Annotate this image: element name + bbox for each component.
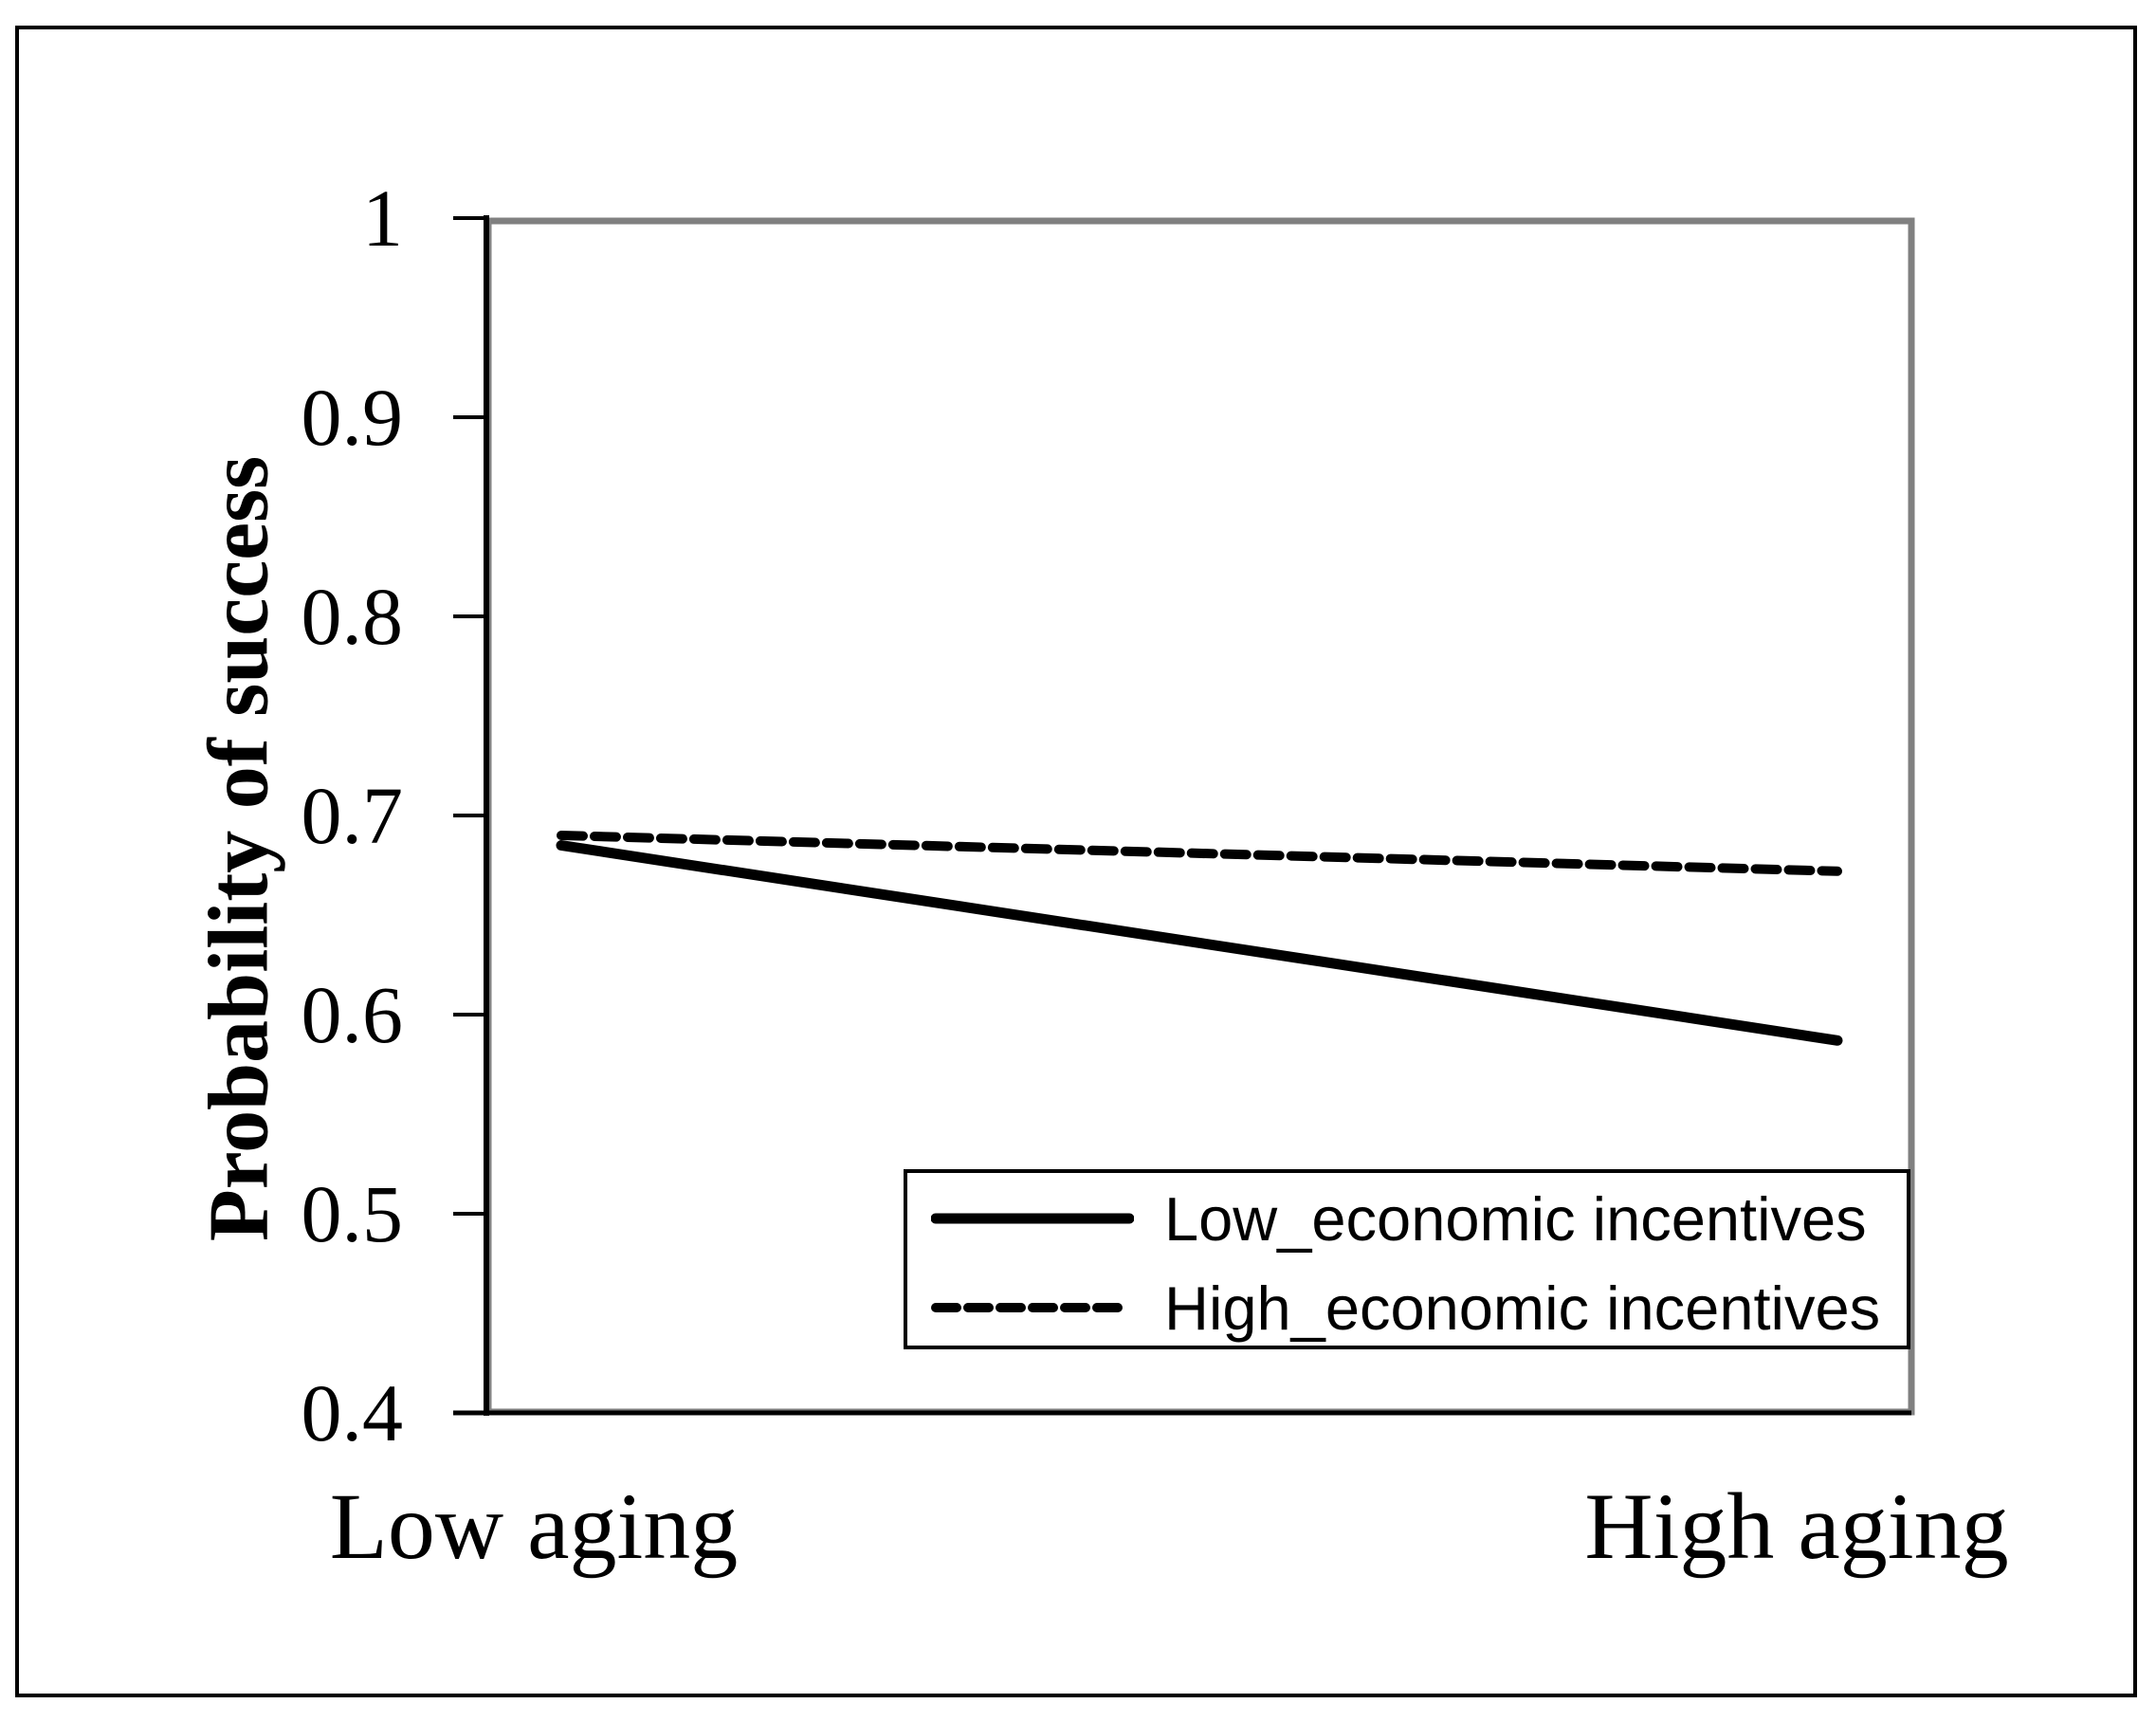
legend: Low_economic incentives High_economic in… bbox=[904, 1169, 1910, 1349]
x-category-label-low: Low aging bbox=[329, 1474, 739, 1579]
figure-border bbox=[15, 26, 2137, 1697]
legend-item-low-economic: Low_economic incentives bbox=[907, 1181, 1867, 1256]
y-tick-marks bbox=[453, 216, 486, 1415]
y-tick-label: 0.9 bbox=[301, 372, 404, 463]
y-tick-label: 1 bbox=[362, 173, 403, 264]
legend-dashed-line-sample bbox=[931, 1303, 1134, 1312]
legend-label-high-economic: High_economic incentives bbox=[1164, 1273, 1881, 1343]
x-category-label-high: High aging bbox=[1584, 1474, 2009, 1579]
y-tick-label: 0.7 bbox=[301, 770, 404, 861]
series-line-low-economic-incentives bbox=[556, 840, 1843, 1046]
y-tick-label: 0.4 bbox=[301, 1367, 404, 1458]
y-tick-label: 0.5 bbox=[301, 1168, 404, 1259]
series-line-high-economic-incentives bbox=[557, 831, 1842, 876]
y-tick-label: 0.8 bbox=[301, 571, 404, 662]
y-tick-label: 0.6 bbox=[301, 969, 404, 1060]
legend-solid-line-sample bbox=[931, 1213, 1134, 1224]
legend-label-low-economic: Low_economic incentives bbox=[1164, 1183, 1867, 1254]
legend-item-high-economic: High_economic incentives bbox=[907, 1270, 1880, 1346]
